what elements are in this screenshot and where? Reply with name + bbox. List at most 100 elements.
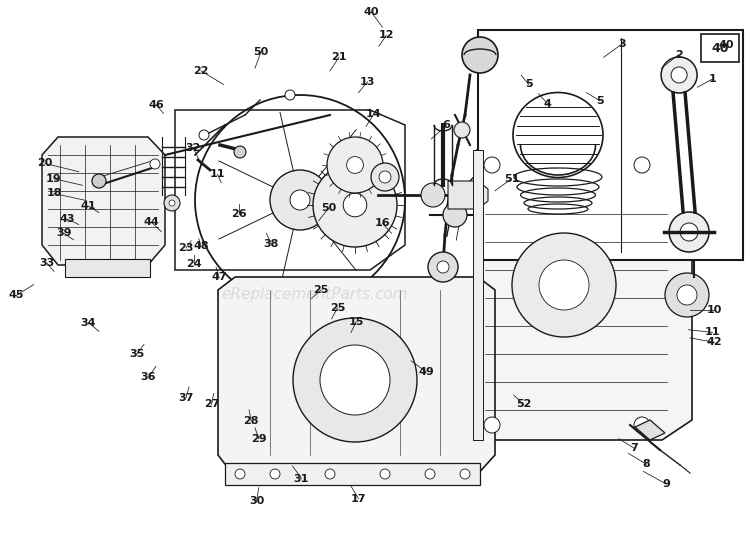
Text: 4: 4: [544, 99, 551, 108]
Text: 12: 12: [379, 31, 394, 40]
Text: 45: 45: [9, 290, 24, 300]
Circle shape: [285, 90, 295, 100]
Circle shape: [671, 67, 687, 83]
Text: 11: 11: [210, 169, 225, 179]
Text: 22: 22: [194, 66, 208, 76]
Text: 37: 37: [178, 393, 194, 403]
Text: 50: 50: [321, 203, 336, 213]
Circle shape: [484, 157, 500, 173]
Circle shape: [234, 146, 246, 158]
Text: 39: 39: [56, 228, 71, 238]
Bar: [701, 34, 739, 62]
Circle shape: [665, 273, 709, 317]
Text: 27: 27: [204, 399, 219, 409]
Text: 6: 6: [442, 120, 450, 130]
Text: 11: 11: [705, 328, 720, 337]
Text: 40: 40: [364, 7, 379, 17]
Circle shape: [313, 163, 397, 247]
Circle shape: [634, 157, 650, 173]
Text: 42: 42: [706, 337, 722, 347]
Text: 38: 38: [264, 239, 279, 249]
Text: 28: 28: [244, 416, 259, 426]
Circle shape: [484, 417, 500, 433]
Text: 32: 32: [186, 143, 201, 153]
Circle shape: [677, 285, 697, 305]
Text: 52: 52: [516, 399, 531, 409]
Text: 46: 46: [148, 100, 164, 110]
Text: 21: 21: [332, 52, 346, 62]
Text: 5: 5: [525, 80, 532, 89]
Bar: [225, 463, 480, 485]
Circle shape: [512, 233, 616, 337]
Text: 15: 15: [349, 317, 364, 326]
Circle shape: [327, 137, 383, 193]
Text: 30: 30: [249, 496, 264, 506]
Text: 25: 25: [330, 303, 345, 313]
Circle shape: [380, 469, 390, 479]
Circle shape: [421, 183, 445, 207]
Text: 31: 31: [294, 474, 309, 483]
Circle shape: [344, 193, 367, 217]
Circle shape: [169, 200, 175, 206]
Text: 23: 23: [178, 243, 194, 253]
Text: 49: 49: [418, 367, 434, 377]
Polygon shape: [218, 277, 495, 477]
Circle shape: [346, 156, 364, 173]
Text: 48: 48: [194, 241, 208, 251]
Polygon shape: [635, 420, 665, 440]
Circle shape: [680, 223, 698, 241]
Text: 1: 1: [709, 74, 716, 84]
Text: 51: 51: [504, 174, 519, 184]
Circle shape: [270, 469, 280, 479]
Circle shape: [428, 252, 458, 282]
Text: eReplacementParts.com: eReplacementParts.com: [222, 287, 408, 302]
Circle shape: [460, 469, 470, 479]
Circle shape: [270, 170, 330, 230]
Text: 24: 24: [186, 259, 201, 269]
Text: 18: 18: [46, 189, 62, 198]
Text: 3: 3: [619, 39, 626, 49]
Bar: [473, 150, 483, 440]
Text: 19: 19: [46, 174, 62, 184]
Text: 20: 20: [38, 159, 52, 168]
Text: 26: 26: [231, 209, 246, 219]
Circle shape: [425, 469, 435, 479]
Circle shape: [199, 130, 209, 140]
Circle shape: [320, 345, 390, 415]
Circle shape: [325, 469, 335, 479]
Text: 40: 40: [711, 41, 729, 55]
Text: 17: 17: [351, 494, 366, 504]
Circle shape: [539, 260, 589, 310]
Text: 47: 47: [211, 272, 226, 282]
Text: 50: 50: [254, 47, 268, 57]
Bar: [478, 30, 743, 260]
Text: 25: 25: [314, 285, 328, 295]
Circle shape: [379, 171, 391, 183]
Circle shape: [371, 163, 399, 191]
Circle shape: [235, 469, 245, 479]
Polygon shape: [42, 137, 165, 265]
Circle shape: [437, 261, 449, 273]
Circle shape: [454, 122, 470, 138]
Text: 10: 10: [706, 305, 722, 314]
Text: 43: 43: [60, 214, 75, 224]
Text: 44: 44: [144, 217, 159, 227]
Text: 35: 35: [129, 349, 144, 359]
Text: 40: 40: [718, 40, 734, 50]
Circle shape: [661, 57, 697, 93]
Bar: [65, 259, 150, 277]
Text: 9: 9: [662, 479, 670, 489]
Circle shape: [462, 37, 498, 73]
Text: 34: 34: [81, 318, 96, 328]
Text: 2: 2: [675, 50, 682, 59]
Text: 33: 33: [39, 258, 54, 268]
Text: 8: 8: [643, 459, 650, 469]
Circle shape: [92, 174, 106, 188]
Text: 16: 16: [375, 219, 390, 228]
Text: 41: 41: [81, 201, 96, 211]
Text: 14: 14: [366, 110, 381, 119]
Circle shape: [293, 318, 417, 442]
Circle shape: [443, 203, 467, 227]
Circle shape: [634, 417, 650, 433]
Circle shape: [164, 195, 180, 211]
